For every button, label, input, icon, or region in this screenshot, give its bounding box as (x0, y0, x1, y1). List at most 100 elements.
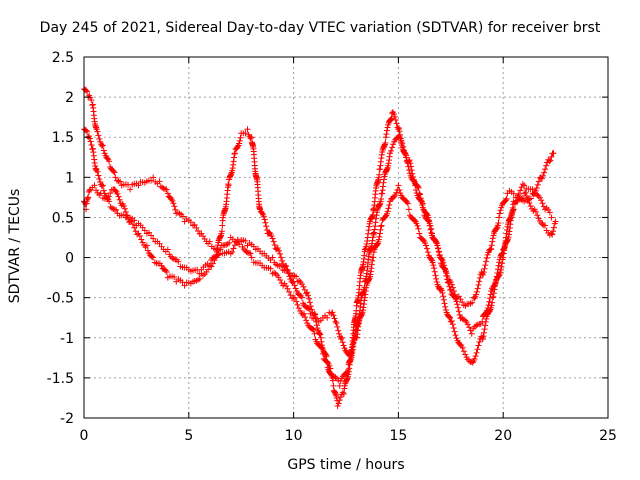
data-point-sample (298, 281, 305, 288)
data-point-sample (539, 200, 546, 207)
data-point (345, 366, 352, 373)
data-point-sample (442, 306, 449, 313)
data-point-sample (476, 278, 483, 285)
data-point-sample (115, 193, 122, 200)
data-point-sample (482, 262, 489, 269)
data-point-sample (337, 378, 344, 385)
data-point-sample (522, 189, 529, 196)
data-point-sample (402, 151, 409, 158)
data-point-sample (472, 353, 479, 360)
data-point-sample (432, 272, 439, 279)
data-point-sample (420, 236, 427, 243)
data-point-sample (331, 315, 338, 322)
data-point-sample (488, 242, 495, 249)
data-point-sample (483, 254, 490, 261)
data-point-sample (388, 115, 395, 122)
data-point-sample (361, 284, 368, 291)
data-point-sample (486, 298, 493, 305)
data-point-sample (460, 316, 467, 323)
data-point-sample (129, 221, 136, 228)
data-point-sample (275, 247, 282, 254)
data-point-sample (388, 147, 395, 154)
data-point-sample (173, 256, 180, 263)
data-point-sample (224, 241, 231, 248)
data-point-sample (330, 312, 337, 319)
data-point-sample (414, 183, 421, 190)
data-point-sample (542, 166, 549, 173)
data-point-sample (495, 219, 502, 226)
data-point-sample (353, 326, 360, 333)
data-point-sample (204, 260, 211, 267)
data-point-sample (250, 243, 257, 250)
data-point-sample (527, 195, 534, 202)
data-point-sample (503, 195, 510, 202)
data-point-sample (433, 279, 440, 286)
data-point-sample (428, 256, 435, 263)
data-point-sample (133, 180, 140, 187)
data-point-sample (259, 250, 266, 257)
data-point-sample (88, 97, 95, 104)
data-point-sample (445, 279, 452, 286)
data-point-sample (84, 128, 91, 135)
y-tick-label: -1.5 (47, 371, 74, 387)
data-point-sample (213, 253, 220, 260)
data-point-sample (391, 113, 398, 120)
data-point-sample (540, 203, 547, 210)
data-point-sample (104, 155, 111, 162)
data-point-sample (434, 242, 441, 249)
data-point-sample (95, 132, 102, 139)
data-point-sample (443, 270, 450, 277)
data-point-sample (433, 275, 440, 282)
data-point-sample (497, 266, 504, 273)
data-point-sample (431, 268, 438, 275)
data-point-sample (492, 279, 499, 286)
data-point-sample (383, 131, 390, 138)
data-point-sample (482, 322, 489, 329)
data-point-sample (475, 342, 482, 349)
data-point-sample (447, 314, 454, 321)
data-point-sample (408, 167, 415, 174)
data-point-sample (295, 305, 302, 312)
data-point-sample (276, 262, 283, 269)
data-point-sample (376, 171, 383, 178)
data-point-sample (417, 195, 424, 202)
data-point-sample (96, 135, 103, 142)
data-point-sample (497, 207, 504, 214)
data-point-sample (538, 197, 545, 204)
data-point-sample (493, 273, 500, 280)
data-point (395, 182, 402, 189)
data-point-sample (525, 196, 532, 203)
data-point-sample (414, 222, 421, 229)
y-tick-label: -2 (60, 411, 74, 427)
data-point-sample (209, 260, 216, 267)
data-point-sample (98, 142, 105, 149)
data-point-sample (428, 229, 435, 236)
data-point-sample (247, 250, 254, 257)
data-point-sample (294, 301, 301, 308)
data-point-sample (475, 282, 482, 289)
data-point-sample (442, 303, 449, 310)
data-points (81, 86, 559, 409)
data-point-sample (327, 365, 334, 372)
data-point-sample (310, 326, 317, 333)
data-point-sample (455, 304, 462, 311)
data-point-sample (332, 374, 339, 381)
data-point-sample (215, 251, 222, 258)
data-point-sample (89, 184, 96, 191)
data-point-sample (288, 278, 295, 285)
data-point-sample (337, 335, 344, 342)
data-point-sample (284, 285, 291, 292)
data-point-sample (485, 302, 492, 309)
data-point-sample (300, 283, 307, 290)
data-point (319, 350, 326, 357)
data-point-sample (445, 276, 452, 283)
y-tick-label: -1 (60, 331, 74, 347)
data-point-sample (446, 283, 453, 290)
data-point-sample (274, 245, 281, 252)
data-point-sample (107, 190, 114, 197)
data-point-sample (389, 144, 396, 151)
data-point-sample (283, 283, 290, 290)
data-point-sample (454, 301, 461, 308)
data-point-sample (419, 201, 426, 208)
